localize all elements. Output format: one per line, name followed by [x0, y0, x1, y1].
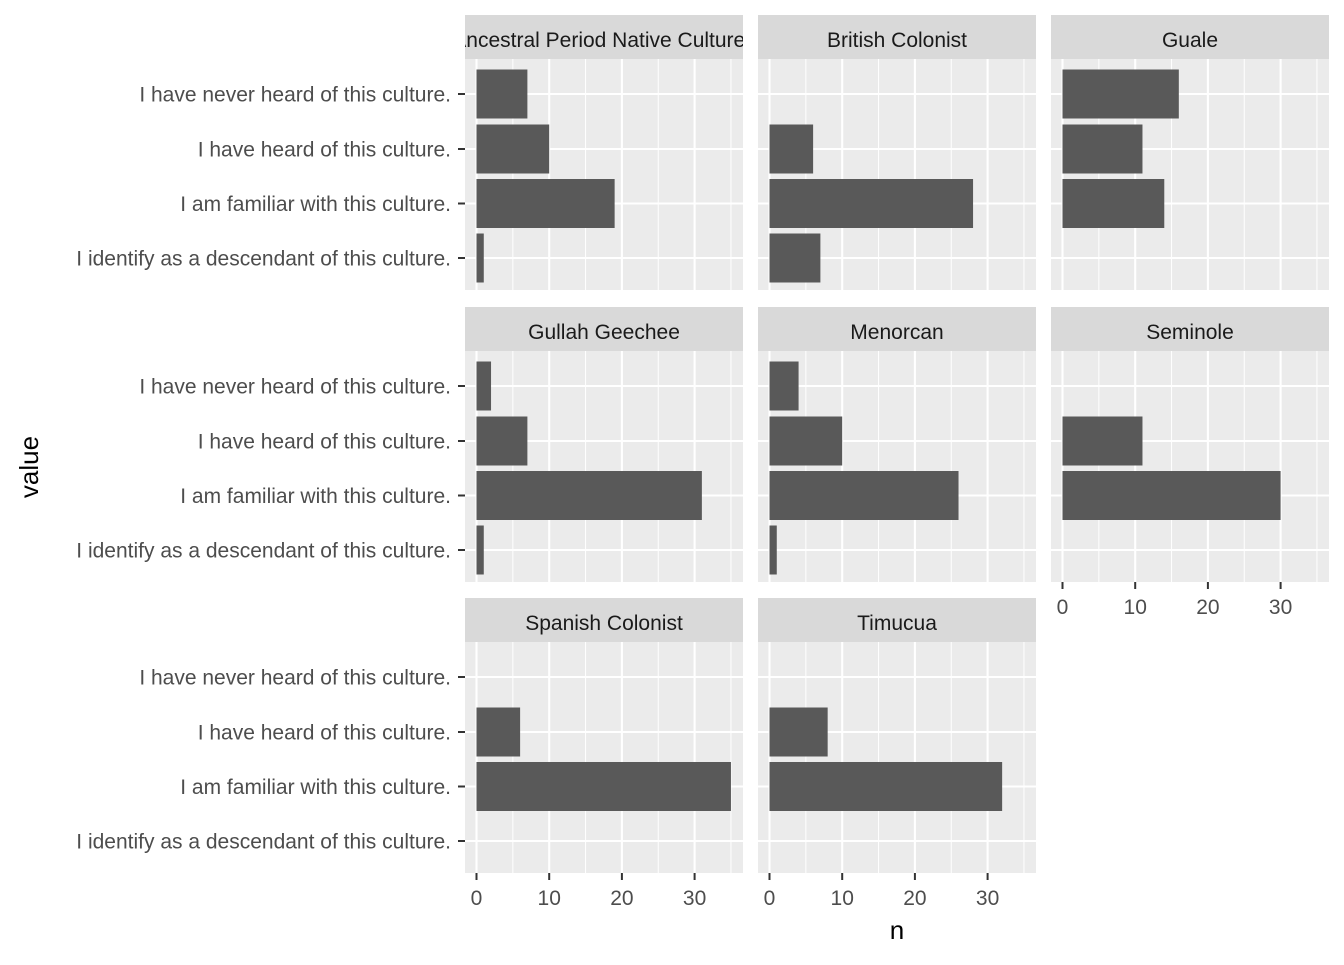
- facet-strip: [758, 15, 1036, 59]
- bar: [476, 361, 492, 411]
- facet-strip-label: Menorcan: [850, 321, 943, 344]
- bar: [1062, 179, 1165, 228]
- facet-strip: [465, 598, 743, 642]
- bar: [769, 471, 959, 520]
- panel-background: [758, 351, 1036, 582]
- x-tick-label: 10: [1124, 596, 1147, 619]
- bar: [769, 707, 828, 757]
- facet-strip-label: Spanish Colonist: [525, 612, 683, 635]
- y-tick-label: I have never heard of this culture.: [139, 376, 451, 399]
- facet-panel: Seminole 0 10 20 30: [1051, 307, 1329, 619]
- facet-strip-label: British Colonist: [827, 29, 967, 52]
- x-tick-label: 0: [1057, 596, 1069, 619]
- y-tick-label: I identify as a descendant of this cultu…: [76, 540, 451, 563]
- bar: [476, 124, 550, 174]
- panel-background: [465, 642, 743, 873]
- facet-strip: [465, 307, 743, 351]
- y-axis-title: value: [14, 436, 44, 498]
- facet-panel: British Colonist: [758, 15, 1036, 290]
- bar: [476, 69, 528, 119]
- y-tick-label: I have never heard of this culture.: [139, 84, 451, 107]
- x-tick-label: 10: [538, 887, 561, 910]
- facet-strip: [758, 598, 1036, 642]
- x-tick-label: 20: [903, 887, 926, 910]
- panel-background: [465, 351, 743, 582]
- y-tick-label: I am familiar with this culture.: [180, 776, 451, 799]
- facet-panel: Guale: [1051, 15, 1329, 290]
- y-tick-label: I am familiar with this culture.: [180, 485, 451, 508]
- x-tick-label: 30: [1269, 596, 1292, 619]
- x-tick-label: 30: [976, 887, 999, 910]
- facet-strip-label: Guale: [1162, 29, 1218, 52]
- y-tick-label: I have never heard of this culture.: [139, 667, 451, 690]
- bar: [476, 179, 615, 228]
- facet-strip-label: Gullah Geechee: [528, 321, 680, 344]
- bar: [476, 525, 484, 575]
- bar: [476, 707, 521, 757]
- x-tick-label: 0: [764, 887, 776, 910]
- facet-panel: Menorcan: [758, 307, 1036, 582]
- bar: [476, 416, 528, 466]
- y-tick-label: I have heard of this culture.: [198, 431, 451, 454]
- facet-strip-label: Timucua: [857, 612, 937, 635]
- facet-strip: [1051, 15, 1329, 59]
- bar: [476, 233, 484, 283]
- bar: [1062, 416, 1143, 466]
- panel-background: [1051, 351, 1329, 582]
- facet-panel: Ancestral Period Native Cultures I have n…: [76, 15, 755, 290]
- x-tick-label: 0: [471, 887, 483, 910]
- facet-strip: [465, 15, 743, 59]
- bar: [769, 762, 1003, 811]
- x-tick-label: 20: [610, 887, 633, 910]
- bar: [769, 233, 821, 283]
- bar: [769, 416, 843, 466]
- bar: [1062, 69, 1179, 119]
- bar: [769, 361, 799, 411]
- bar: [769, 124, 814, 174]
- y-tick-label: I identify as a descendant of this cultu…: [76, 831, 451, 854]
- facet-strip-label: Ancestral Period Native Cultures: [452, 29, 755, 52]
- x-tick-label: 20: [1196, 596, 1219, 619]
- facet-panel: Spanish Colonist I have never heard of th…: [76, 598, 743, 910]
- x-tick-label: 30: [683, 887, 706, 910]
- bar: [1062, 124, 1143, 174]
- bar: [769, 525, 777, 575]
- y-tick-label: I identify as a descendant of this cultu…: [76, 248, 451, 271]
- bar: [1062, 471, 1281, 520]
- facet-strip: [1051, 307, 1329, 351]
- bar: [476, 471, 702, 520]
- y-tick-label: I am familiar with this culture.: [180, 193, 451, 216]
- y-tick-label: I have heard of this culture.: [198, 722, 451, 745]
- facet-strip: [758, 307, 1036, 351]
- facet-panel: Gullah Geechee I have never heard of this…: [76, 307, 743, 582]
- facet-panel: Timucua 0 10 20 30: [758, 598, 1036, 910]
- panel-background: [758, 642, 1036, 873]
- facet-strip-label: Seminole: [1146, 321, 1234, 344]
- y-tick-label: I have heard of this culture.: [198, 139, 451, 162]
- x-axis-title: n: [890, 915, 904, 945]
- bar: [769, 179, 974, 228]
- bar: [476, 762, 731, 811]
- x-tick-label: 10: [831, 887, 854, 910]
